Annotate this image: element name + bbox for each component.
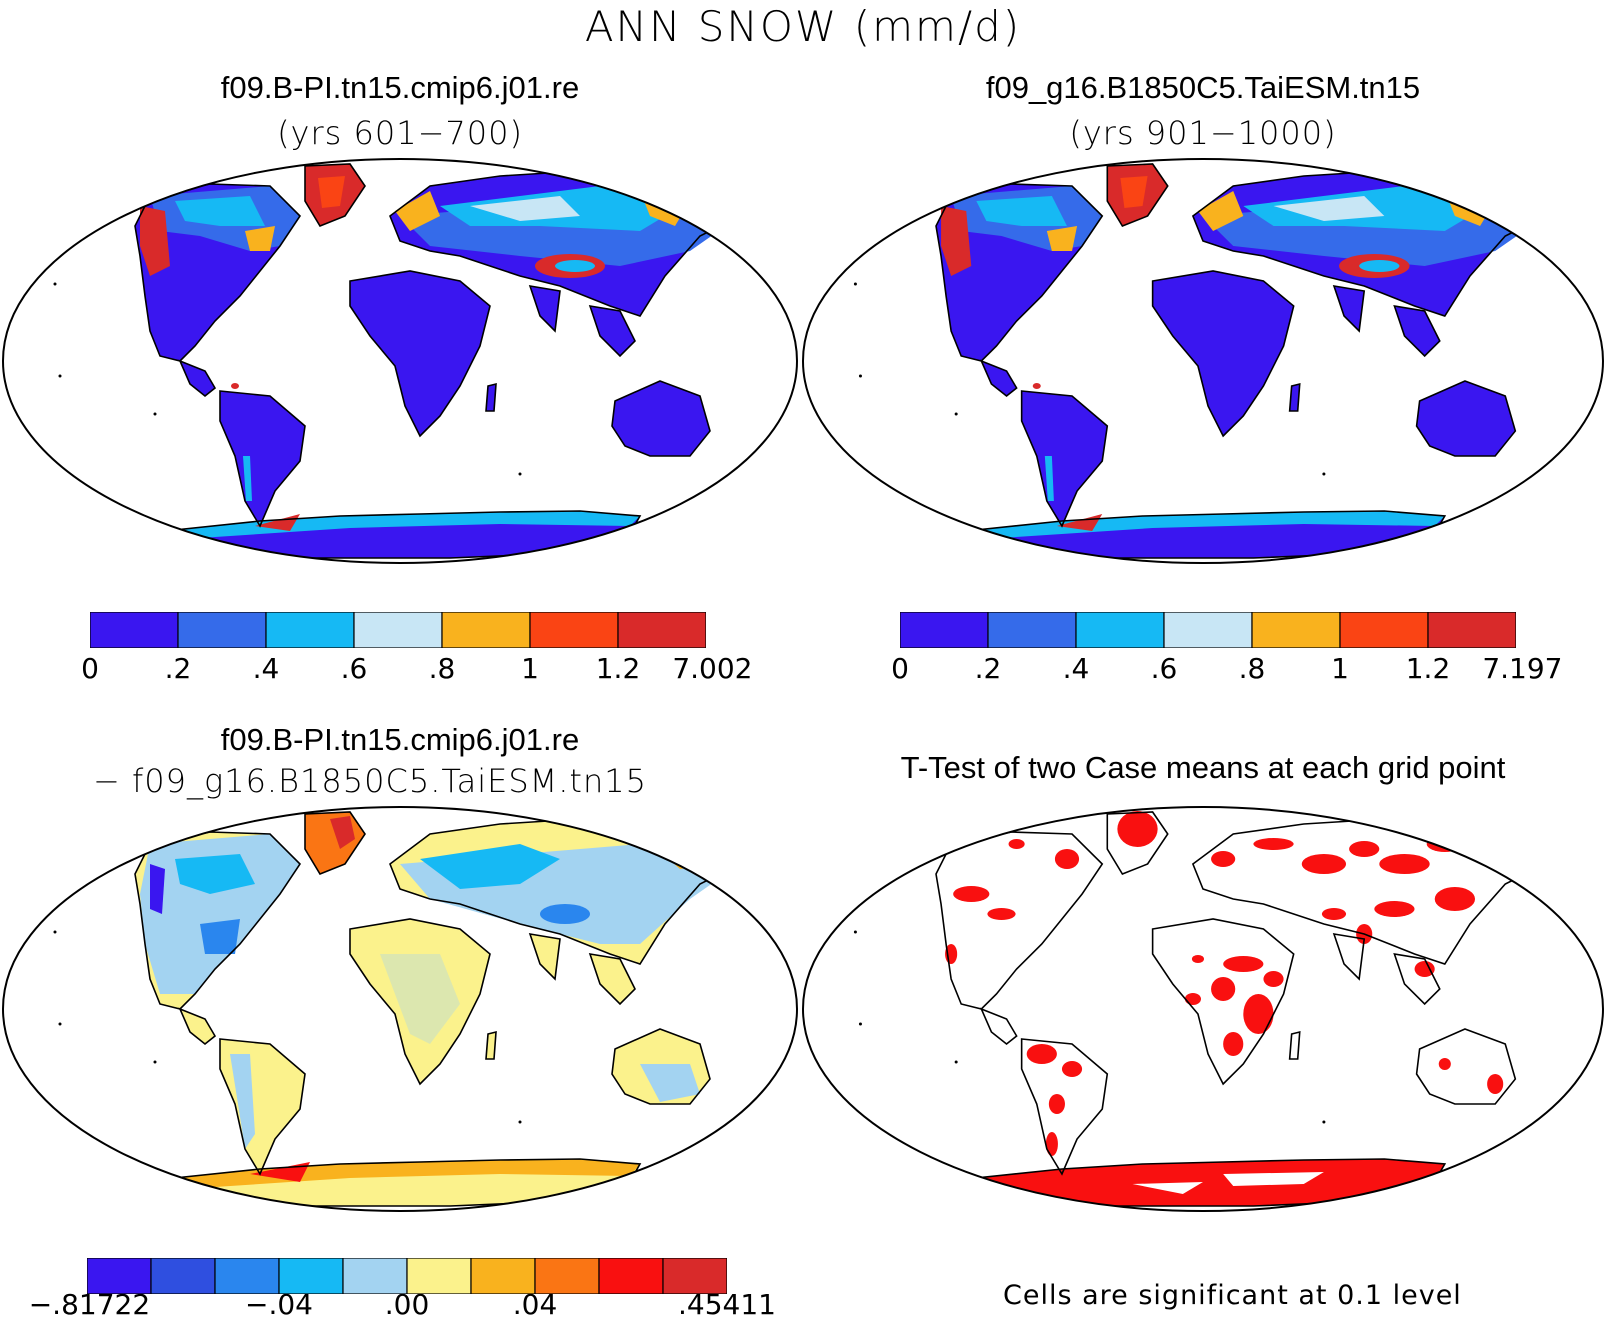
colorbar-swatch bbox=[1075, 612, 1165, 648]
colorbar-swatch bbox=[598, 1258, 664, 1294]
continent-camerica bbox=[180, 1009, 215, 1044]
colorbar-labels-bottom-left: −.81722 −.04 .00 .04 .45411 bbox=[29, 1288, 776, 1324]
colorbar-swatch bbox=[441, 612, 531, 648]
map-top-left bbox=[2, 158, 798, 564]
map-bottom-left bbox=[2, 806, 798, 1212]
colorbar-tick-label: .04 bbox=[512, 1288, 558, 1321]
colorbar-swatch bbox=[278, 1258, 344, 1294]
significance-note: Cells are significant at 0.1 level bbox=[1003, 1280, 1462, 1311]
continent-india bbox=[530, 286, 560, 331]
colorbar-tick-label: 0 bbox=[81, 652, 99, 685]
panel-subtitle-top-right: (yrs 901−1000) bbox=[1069, 114, 1337, 152]
colorbar-bottom-left bbox=[87, 1258, 727, 1294]
map-border bbox=[802, 158, 1604, 564]
continent-samerica bbox=[220, 391, 305, 526]
continent-camerica bbox=[981, 1009, 1017, 1044]
colorbar-tick-label: 1 bbox=[521, 652, 539, 685]
continent-africa bbox=[1152, 919, 1294, 1084]
colorbar-swatch bbox=[1427, 612, 1516, 648]
colorbar-swatch bbox=[353, 612, 443, 648]
colorbar-tick-label: .4 bbox=[252, 652, 280, 685]
colorbar-tick-label: .4 bbox=[1062, 652, 1090, 685]
map-bottom-right bbox=[802, 806, 1604, 1212]
continent-camerica bbox=[981, 361, 1017, 396]
continent-australia bbox=[612, 381, 710, 456]
colorbar-swatch bbox=[87, 1258, 152, 1294]
continent-africa bbox=[1152, 271, 1294, 436]
colorbar-swatch bbox=[1251, 612, 1341, 648]
continent-india bbox=[530, 934, 560, 979]
colorbar-tick-label: −.04 bbox=[245, 1288, 313, 1321]
colorbar-tick-label: 0 bbox=[891, 652, 909, 685]
map-border bbox=[802, 806, 1604, 1212]
continent-australia bbox=[1416, 381, 1516, 456]
colorbar-labels-top-left: 0 .2 .4 .6 .8 1 1.2 7.002 bbox=[81, 652, 752, 688]
panel-subtitle-bottom-left: − f09_g16.B1850C5.TaiESM.tn15 bbox=[93, 762, 647, 800]
colorbar-tick-label: .2 bbox=[164, 652, 192, 685]
map-border bbox=[2, 158, 798, 564]
colorbar-tick-label: .45411 bbox=[678, 1288, 776, 1321]
colorbar-swatch bbox=[900, 612, 989, 648]
colorbar-swatch bbox=[1163, 612, 1253, 648]
colorbar-tick-label: 7.002 bbox=[672, 652, 753, 685]
colorbar-tick-label: −.81722 bbox=[28, 1288, 151, 1321]
colorbar-tick-label: .6 bbox=[340, 652, 368, 685]
continent-africa bbox=[350, 271, 490, 436]
colorbar-top-right bbox=[900, 612, 1516, 648]
continent-madagascar bbox=[486, 1032, 496, 1059]
colorbar-top-left bbox=[90, 612, 706, 648]
colorbar-tick-label: .8 bbox=[428, 652, 456, 685]
panel-subtitle-top-left: (yrs 601−700) bbox=[277, 114, 523, 152]
colorbar-tick-label: .8 bbox=[1238, 652, 1266, 685]
continent-camerica bbox=[180, 361, 215, 396]
colorbar-tick-label: 7.197 bbox=[1482, 652, 1563, 685]
colorbar-swatch bbox=[406, 1258, 472, 1294]
continent-eurasia bbox=[1192, 819, 1546, 964]
panel-title-top-left: f09.B-PI.tn15.cmip6.j01.re bbox=[220, 70, 580, 105]
colorbar-swatch bbox=[617, 612, 706, 648]
colorbar-swatch bbox=[177, 612, 267, 648]
colorbar-tick-label: 1.2 bbox=[595, 652, 641, 685]
colorbar-swatch bbox=[470, 1258, 536, 1294]
continent-africa bbox=[350, 919, 490, 1084]
colorbar-labels-top-right: 0 .2 .4 .6 .8 1 1.2 7.197 bbox=[891, 652, 1562, 688]
colorbar-swatch bbox=[987, 612, 1077, 648]
continent-namerica bbox=[936, 832, 1103, 1009]
colorbar-swatch bbox=[265, 612, 355, 648]
continent-samerica bbox=[1021, 391, 1108, 526]
continent-india bbox=[1333, 934, 1365, 979]
colorbar-swatch bbox=[90, 612, 179, 648]
colorbar-tick-label: 1.2 bbox=[1405, 652, 1451, 685]
map-top-right bbox=[802, 158, 1604, 564]
colorbar-tick-label: .2 bbox=[974, 652, 1002, 685]
continent-india bbox=[1333, 286, 1365, 331]
panel-title-top-right: f09_g16.B1850C5.TaiESM.tn15 bbox=[985, 70, 1421, 105]
continent-madagascar bbox=[1289, 1032, 1300, 1059]
figure-title: ANN SNOW (mm/d) bbox=[584, 2, 1022, 51]
continent-madagascar bbox=[486, 384, 496, 411]
colorbar-swatch bbox=[529, 612, 619, 648]
colorbar-tick-label: 1 bbox=[1331, 652, 1349, 685]
colorbar-swatch bbox=[662, 1258, 727, 1294]
continent-australia bbox=[1416, 1029, 1516, 1104]
continent-madagascar bbox=[1289, 384, 1300, 411]
colorbar-tick-label: .00 bbox=[384, 1288, 430, 1321]
map-border bbox=[2, 806, 798, 1212]
panel-title-bottom-left: f09.B-PI.tn15.cmip6.j01.re bbox=[220, 722, 580, 757]
colorbar-tick-label: .6 bbox=[1150, 652, 1178, 685]
panel-title-bottom-right: T-Test of two Case means at each grid po… bbox=[900, 750, 1506, 785]
colorbar-swatch bbox=[1339, 612, 1429, 648]
